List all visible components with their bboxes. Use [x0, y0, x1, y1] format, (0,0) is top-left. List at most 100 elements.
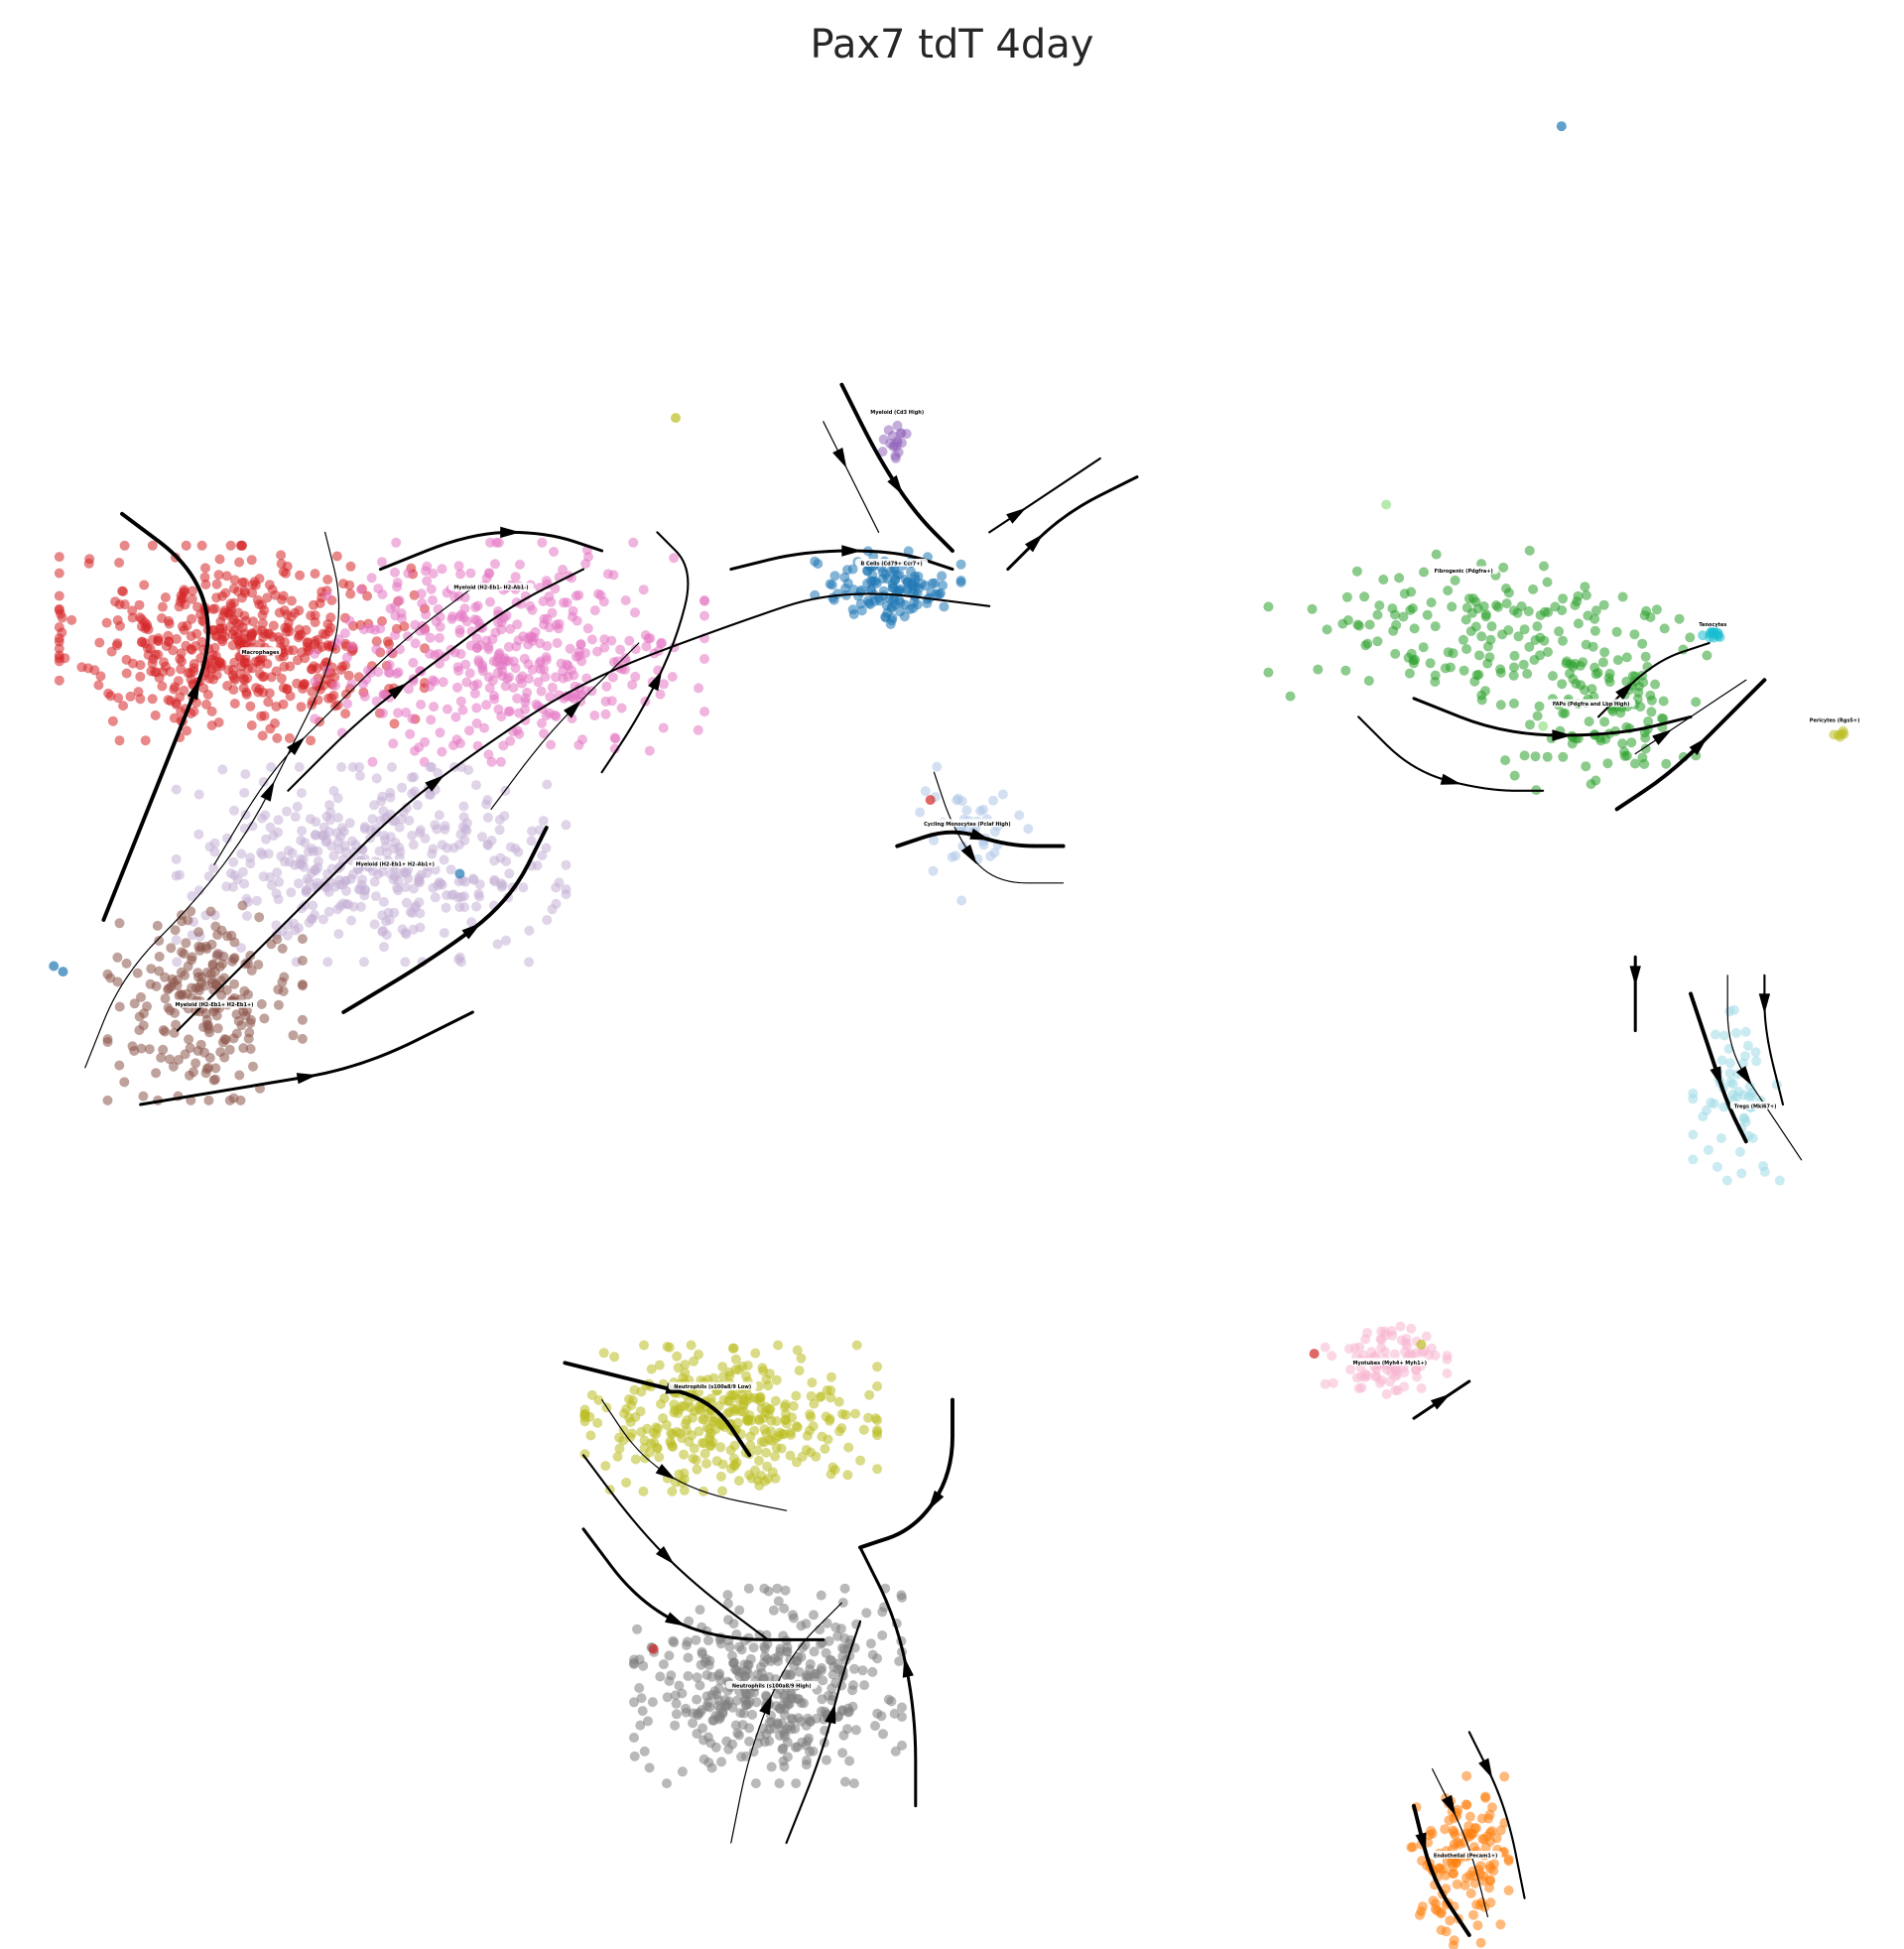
cell-point: [204, 842, 215, 852]
cell-point: [136, 991, 146, 1002]
cell-point: [189, 707, 199, 716]
cell-point: [1376, 1343, 1387, 1354]
cell-point: [866, 585, 877, 595]
cell-point: [210, 1074, 220, 1085]
cell-point: [212, 949, 223, 960]
cell-point: [1500, 755, 1511, 766]
cell-point: [1474, 650, 1484, 661]
cell-point: [237, 866, 248, 877]
cell-point: [121, 958, 132, 969]
cell-point: [855, 598, 866, 609]
cell-point: [1371, 1371, 1382, 1382]
cell-point: [1718, 1102, 1729, 1112]
cell-point: [1508, 670, 1519, 681]
cell-point: [248, 616, 259, 627]
cell-point: [729, 1440, 740, 1451]
streamlines-layer: [84, 382, 1803, 1937]
cell-point: [189, 659, 199, 669]
cell-point: [547, 682, 558, 693]
cell-point: [1458, 634, 1468, 645]
cell-point: [262, 658, 273, 669]
cell-point: [245, 951, 256, 961]
cell-point: [1725, 1058, 1735, 1069]
cell-point: [542, 779, 553, 790]
cell-point: [437, 564, 447, 575]
cell-point: [217, 764, 228, 775]
cell-point: [139, 1008, 149, 1019]
cell-point: [121, 668, 132, 679]
velocity-streamline: [490, 642, 640, 810]
cell-point: [276, 550, 287, 561]
cell-point: [1619, 746, 1629, 757]
cell-point: [816, 1665, 826, 1676]
cell-point: [297, 934, 308, 945]
velocity-streamline: [101, 511, 210, 922]
cell-point: [1539, 635, 1550, 646]
cell-point: [1691, 697, 1702, 708]
cell-point: [861, 1608, 872, 1619]
cell-point: [207, 624, 218, 635]
cell-point: [759, 1657, 769, 1668]
cell-point: [512, 693, 523, 704]
cell-point: [744, 1736, 755, 1747]
cell-point: [526, 836, 537, 846]
cell-point: [635, 1406, 646, 1417]
cluster-label-text: Cycling Monocytes (Pclaf High): [924, 822, 1011, 828]
cell-point: [820, 1444, 830, 1454]
cell-point: [648, 1427, 659, 1438]
cell-point: [229, 575, 240, 585]
cell-point: [537, 850, 548, 861]
cluster-label-text: Myeloid (H2-Eb1- H2-Ab1-): [453, 585, 528, 591]
cell-point: [414, 874, 425, 885]
cell-point: [156, 1052, 167, 1063]
cell-point: [409, 786, 420, 797]
cell-point: [865, 576, 876, 586]
cell-point: [1711, 1029, 1720, 1040]
cell-point: [1637, 638, 1648, 649]
cell-point: [877, 1607, 888, 1618]
cell-point: [1736, 1168, 1747, 1179]
cell-point: [379, 942, 389, 953]
cell-point: [527, 604, 538, 615]
cell-point: [145, 643, 156, 654]
streamline-arrowhead: [960, 844, 977, 865]
cell-point: [265, 822, 276, 833]
cell-point: [1518, 659, 1529, 670]
cell-point: [1626, 737, 1637, 748]
cell-point: [179, 685, 190, 696]
cell-point: [215, 616, 226, 627]
cell-point: [1659, 623, 1670, 634]
cell-point: [1426, 597, 1437, 608]
cell-point: [212, 930, 223, 941]
cell-point: [382, 847, 392, 858]
cell-point: [421, 609, 432, 620]
cell-point: [275, 635, 286, 646]
cell-point: [102, 1034, 113, 1045]
cell-point: [454, 624, 465, 635]
cell-point: [152, 920, 163, 931]
cell-point: [1600, 733, 1611, 744]
cell-point: [187, 891, 197, 901]
cell-point: [359, 957, 369, 968]
cell-point: [185, 1070, 194, 1081]
cell-point: [276, 673, 287, 684]
cell-point: [616, 703, 627, 714]
cell-point: [705, 1428, 716, 1439]
cell-point: [791, 1390, 802, 1401]
cell-point: [1558, 751, 1569, 762]
cell-point: [1460, 1880, 1470, 1890]
cell-point: [1617, 738, 1628, 749]
cell-point: [473, 655, 484, 666]
cell-point: [1495, 1825, 1506, 1836]
cell-point: [157, 681, 168, 692]
cell-point: [741, 1689, 752, 1700]
velocity-streamline: [84, 531, 340, 1069]
cell-point: [1491, 1833, 1502, 1844]
cell-point: [645, 633, 656, 644]
cell-point: [259, 628, 270, 639]
cell-point: [332, 793, 343, 804]
cell-point: [297, 956, 308, 966]
cell-point: [482, 812, 493, 823]
cell-point: [416, 700, 427, 710]
cell-point: [455, 696, 466, 707]
